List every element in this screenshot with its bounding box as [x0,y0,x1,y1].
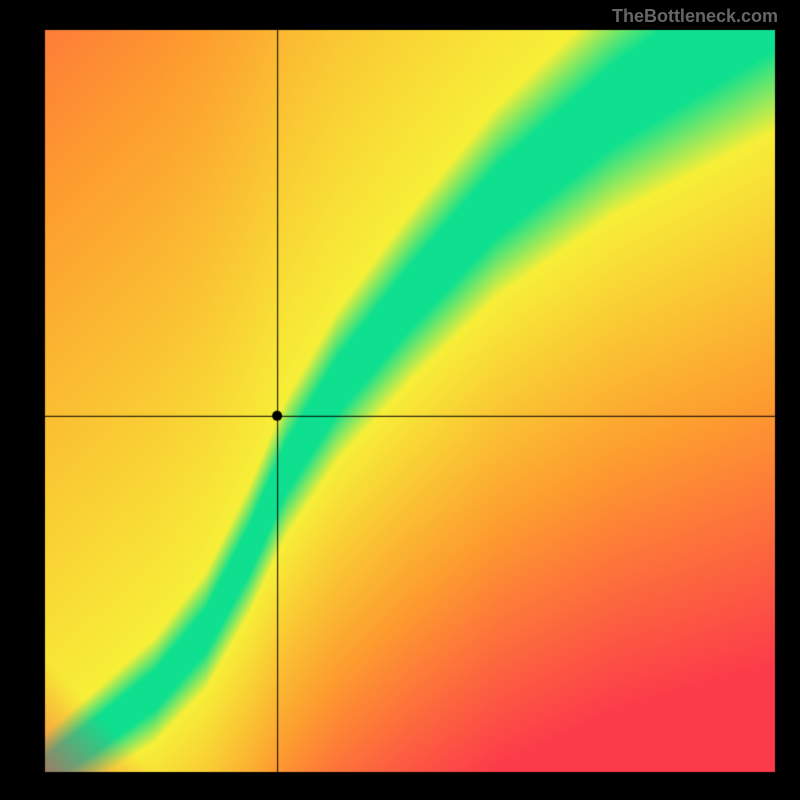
heatmap-chart [0,0,800,800]
watermark-text: TheBottleneck.com [612,6,778,27]
